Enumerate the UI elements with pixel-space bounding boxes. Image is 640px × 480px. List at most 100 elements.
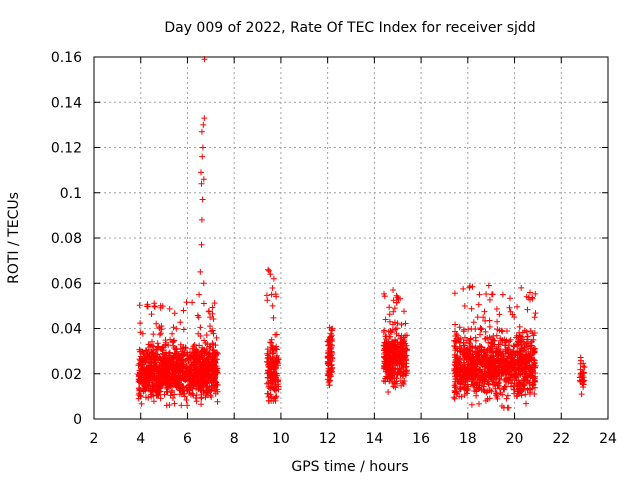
data-point bbox=[507, 336, 514, 343]
data-point bbox=[385, 349, 392, 356]
data-point bbox=[159, 350, 166, 357]
data-point bbox=[139, 348, 146, 355]
data-point bbox=[490, 374, 497, 381]
data-point bbox=[380, 378, 387, 384]
data-point bbox=[518, 336, 525, 343]
data-point bbox=[392, 384, 399, 391]
data-point bbox=[523, 293, 530, 300]
data-point bbox=[275, 386, 282, 393]
data-point bbox=[496, 376, 503, 383]
data-point bbox=[210, 316, 217, 322]
y-tick-label: 0.04 bbox=[51, 322, 82, 338]
data-point bbox=[402, 320, 409, 327]
data-point bbox=[497, 341, 503, 348]
data-point bbox=[510, 342, 517, 349]
data-point bbox=[476, 291, 483, 298]
data-point bbox=[520, 357, 527, 364]
data-point bbox=[481, 373, 488, 379]
data-point bbox=[388, 375, 395, 382]
data-point bbox=[527, 296, 533, 303]
data-point bbox=[507, 295, 513, 302]
data-point bbox=[149, 386, 156, 392]
data-point bbox=[180, 387, 186, 394]
data-point bbox=[190, 349, 197, 356]
data-point bbox=[150, 331, 157, 338]
data-point bbox=[481, 388, 488, 395]
data-point bbox=[144, 301, 151, 308]
data-point bbox=[400, 362, 407, 368]
data-point bbox=[468, 364, 475, 371]
data-point bbox=[403, 367, 410, 374]
data-point bbox=[484, 334, 491, 341]
data-point bbox=[400, 342, 407, 349]
data-point bbox=[151, 303, 158, 310]
data-point bbox=[325, 342, 332, 349]
data-point bbox=[398, 366, 405, 373]
data-point bbox=[265, 354, 272, 361]
data-point bbox=[503, 337, 510, 344]
data-point bbox=[382, 375, 389, 382]
data-point bbox=[214, 365, 221, 372]
data-point bbox=[457, 380, 464, 387]
data-point bbox=[401, 308, 407, 315]
data-point bbox=[460, 285, 467, 292]
data-point bbox=[581, 364, 588, 371]
data-point bbox=[143, 347, 150, 354]
data-point bbox=[214, 398, 221, 405]
data-point bbox=[199, 153, 206, 160]
data-point bbox=[386, 318, 393, 325]
data-point bbox=[158, 326, 165, 333]
data-point bbox=[137, 320, 144, 327]
data-point bbox=[386, 311, 393, 318]
data-point bbox=[137, 329, 144, 336]
data-point bbox=[524, 372, 531, 379]
data-point bbox=[480, 375, 487, 382]
data-point bbox=[326, 367, 333, 374]
data-point bbox=[498, 327, 505, 334]
data-point bbox=[454, 376, 461, 383]
data-point bbox=[184, 402, 191, 409]
data-point bbox=[520, 347, 527, 354]
data-point bbox=[482, 328, 489, 335]
data-point bbox=[524, 386, 531, 393]
data-point bbox=[161, 391, 168, 398]
data-point bbox=[206, 308, 213, 315]
data-point bbox=[457, 373, 464, 380]
data-point bbox=[483, 291, 490, 297]
data-point bbox=[328, 327, 335, 334]
data-point bbox=[164, 364, 171, 371]
data-point bbox=[269, 347, 276, 354]
data-point bbox=[268, 339, 275, 346]
data-point bbox=[458, 336, 464, 342]
data-point bbox=[198, 395, 205, 402]
data-point bbox=[210, 341, 217, 348]
data-point bbox=[266, 267, 273, 274]
data-point bbox=[177, 361, 184, 368]
data-point bbox=[193, 398, 200, 405]
data-point bbox=[162, 339, 169, 346]
data-point bbox=[386, 304, 393, 311]
data-point bbox=[394, 358, 401, 365]
data-point bbox=[478, 344, 485, 351]
data-point bbox=[148, 311, 155, 318]
data-point bbox=[177, 319, 184, 326]
data-point bbox=[141, 357, 148, 364]
data-point bbox=[156, 331, 163, 338]
data-point bbox=[181, 363, 188, 370]
x-tick-label: 4 bbox=[136, 431, 145, 447]
data-point bbox=[398, 356, 405, 363]
data-point bbox=[169, 355, 176, 362]
data-point bbox=[391, 353, 398, 360]
data-point bbox=[387, 370, 394, 377]
data-point bbox=[499, 291, 506, 298]
data-point bbox=[196, 342, 203, 349]
data-point bbox=[198, 180, 205, 187]
data-point bbox=[200, 176, 207, 183]
data-point bbox=[490, 333, 497, 339]
data-point bbox=[156, 355, 163, 362]
data-point bbox=[272, 346, 279, 353]
data-point bbox=[176, 391, 183, 398]
data-point bbox=[165, 360, 172, 367]
data-point bbox=[137, 366, 144, 372]
data-point bbox=[151, 303, 158, 310]
